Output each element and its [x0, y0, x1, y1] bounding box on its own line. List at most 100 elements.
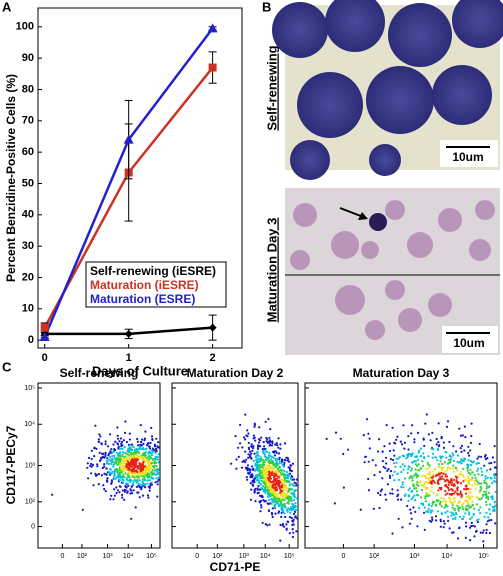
dot [127, 453, 130, 456]
dot [463, 457, 466, 460]
dot [479, 506, 482, 509]
dot [103, 456, 106, 459]
dot [422, 511, 426, 514]
dot [294, 502, 297, 505]
dot [403, 477, 406, 480]
dot [378, 438, 381, 441]
dot [113, 494, 116, 497]
dot [148, 479, 151, 482]
dot [403, 441, 406, 444]
dot [366, 418, 369, 421]
dot [264, 473, 267, 476]
dot [467, 507, 470, 510]
dot [485, 528, 488, 532]
dot [285, 471, 288, 474]
dot [117, 437, 120, 440]
dot [279, 539, 282, 542]
dot [489, 503, 492, 506]
marker [123, 134, 134, 144]
dot [442, 472, 445, 475]
dot [277, 437, 280, 440]
dot [488, 531, 491, 535]
dot [285, 508, 288, 512]
dot [424, 475, 427, 478]
dot [128, 438, 131, 441]
dot [487, 486, 490, 489]
dot [97, 438, 100, 441]
dot [288, 508, 291, 511]
dot [424, 486, 427, 489]
dot [388, 449, 392, 453]
dot [452, 470, 455, 473]
dot [477, 455, 480, 458]
dot [432, 491, 435, 494]
dot [367, 477, 370, 481]
dot [439, 460, 442, 463]
y-tick-label: 60 [22, 146, 34, 158]
dot [266, 438, 269, 441]
dot [151, 450, 154, 453]
dot [249, 482, 252, 485]
dot [470, 463, 473, 467]
dot [131, 492, 134, 495]
dot [81, 508, 84, 511]
dot [261, 447, 264, 451]
dot [290, 492, 293, 495]
dot [394, 465, 397, 468]
y-tick-label: 0 [28, 334, 34, 346]
dot [154, 481, 157, 484]
dot [431, 470, 434, 473]
dot [475, 496, 478, 499]
dot [241, 446, 244, 449]
y-tick-label: 30 [22, 240, 34, 252]
dot [280, 462, 283, 465]
dot [156, 470, 159, 473]
dot [437, 441, 440, 444]
dot [115, 486, 118, 489]
dot [342, 486, 345, 489]
dot [431, 476, 434, 479]
dot [95, 447, 98, 450]
dot [494, 490, 497, 493]
dot [443, 461, 446, 464]
dot [92, 484, 95, 487]
micrograph-label: Maturation Day 3 [264, 218, 279, 323]
micrograph [285, 188, 500, 355]
dot [157, 441, 160, 444]
dot [252, 467, 255, 470]
dot [406, 471, 409, 474]
dot [100, 474, 103, 477]
dot [155, 477, 158, 480]
dot [274, 512, 277, 515]
dot [124, 472, 127, 475]
dot [125, 440, 128, 444]
dot [452, 454, 455, 457]
dot [448, 440, 451, 444]
dot [406, 504, 409, 508]
dot [154, 455, 157, 459]
dot [139, 486, 143, 489]
dot [144, 448, 148, 451]
marker [124, 329, 133, 338]
marker [208, 323, 217, 332]
dot [485, 487, 488, 490]
dot [453, 492, 456, 495]
dot [466, 469, 469, 472]
dot [441, 462, 444, 466]
dot [295, 484, 298, 487]
dot [263, 453, 266, 456]
dot [129, 458, 132, 461]
dot [446, 462, 450, 465]
dot [483, 464, 486, 467]
dot [399, 465, 402, 468]
dot [268, 523, 271, 526]
dot [250, 443, 253, 446]
dot [276, 444, 279, 447]
dot [280, 506, 283, 509]
dot [400, 498, 403, 501]
dot [434, 503, 438, 506]
plot-title: Maturation Day 2 [187, 366, 284, 380]
dot [150, 454, 154, 457]
dot [263, 463, 266, 466]
dot [144, 486, 147, 489]
